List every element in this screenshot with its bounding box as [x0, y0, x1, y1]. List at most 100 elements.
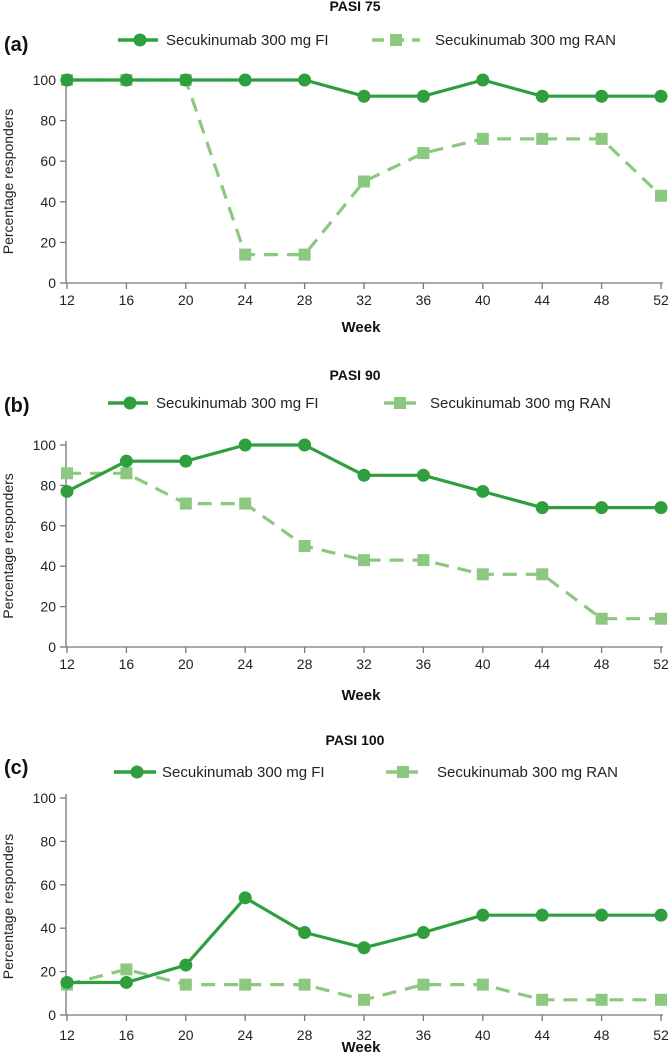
data-point: [595, 612, 608, 625]
data-point: [476, 568, 489, 581]
x-tick-label: 24: [237, 292, 253, 308]
data-point: [60, 975, 74, 989]
data-point: [120, 467, 133, 480]
data-point: [238, 73, 252, 87]
y-tick-label: 0: [48, 1007, 56, 1023]
data-point: [179, 958, 193, 972]
y-tick-label: 60: [40, 518, 56, 534]
legend-marker-ran: [397, 766, 409, 778]
data-point: [239, 248, 252, 261]
data-point: [357, 468, 371, 482]
legend: Secukinumab 300 mg FI Secukinumab 300 mg …: [108, 395, 611, 412]
data-point: [119, 975, 133, 989]
data-point: [61, 467, 73, 480]
data-point: [60, 484, 74, 498]
data-point: [536, 993, 549, 1006]
y-tick-label: 40: [40, 194, 56, 210]
y-tick-label: 20: [40, 234, 56, 250]
x-axis-title: Week: [342, 1039, 382, 1056]
chart-title: PASI 100: [326, 732, 385, 748]
data-point: [179, 497, 192, 510]
data-point: [654, 908, 668, 922]
data-point: [595, 993, 608, 1006]
data-point: [298, 540, 311, 552]
y-tick-label: 80: [40, 477, 56, 493]
legend-marker-fi: [130, 765, 144, 779]
data-point: [476, 908, 490, 922]
y-axis-title: Percentage responders: [0, 834, 16, 980]
legend-marker-fi: [123, 396, 137, 410]
legend-label-ran: Secukinumab 300 mg RAN: [437, 764, 618, 781]
y-tick-label: 80: [40, 113, 56, 129]
x-tick-label: 40: [475, 656, 491, 672]
data-point: [358, 175, 370, 188]
legend-label-ran: Secukinumab 300 mg RAN: [435, 32, 616, 49]
x-tick-label: 28: [297, 292, 313, 308]
y-axis-title: Percentage responders: [0, 473, 16, 619]
series-ran: [61, 963, 667, 1006]
y-tick-label: 20: [40, 964, 56, 980]
data-point: [654, 501, 668, 515]
x-tick-label: 40: [475, 1027, 491, 1043]
x-tick-label: 12: [59, 292, 75, 308]
data-point: [536, 132, 549, 145]
x-tick-label: 52: [653, 292, 669, 308]
legend-label-ran: Secukinumab 300 mg RAN: [430, 395, 611, 412]
data-point: [298, 926, 312, 940]
series-line: [67, 896, 661, 985]
x-tick-label: 16: [119, 292, 135, 308]
x-tick-label: 32: [356, 656, 372, 672]
x-tick-label: 32: [356, 292, 372, 308]
x-axis-title: Week: [342, 687, 382, 704]
data-point: [536, 568, 549, 581]
y-tick-label: 0: [48, 639, 56, 655]
panel-label: (a): [4, 34, 28, 56]
y-tick-label: 20: [40, 599, 56, 615]
data-point: [535, 908, 549, 922]
x-tick-label: 28: [297, 1027, 313, 1043]
data-point: [655, 612, 667, 625]
x-tick-label: 44: [534, 292, 550, 308]
data-point: [476, 73, 490, 87]
data-point: [595, 132, 608, 145]
y-tick-label: 40: [40, 558, 56, 574]
legend-label-fi: Secukinumab 300 mg FI: [156, 395, 319, 412]
legend: Secukinumab 300 mg FI Secukinumab 300 mg …: [118, 32, 616, 49]
x-tick-label: 44: [534, 656, 550, 672]
x-tick-label: 12: [59, 1027, 75, 1043]
x-tick-label: 12: [59, 656, 75, 672]
x-tick-label: 16: [119, 1027, 135, 1043]
data-point: [298, 438, 312, 452]
chart-title: PASI 75: [329, 0, 380, 14]
x-tick-label: 28: [297, 656, 313, 672]
data-point: [655, 993, 667, 1006]
data-point: [358, 993, 370, 1006]
series-fi: [60, 73, 668, 103]
x-tick-label: 48: [594, 292, 610, 308]
series-ran: [61, 467, 667, 625]
data-point: [654, 89, 668, 103]
chart-panel-1: PASI 75 (a) Secukinumab 300 mg FI Secukinum…: [0, 0, 669, 336]
panel-label: (c): [4, 757, 28, 779]
x-tick-label: 20: [178, 292, 194, 308]
data-point: [476, 132, 489, 145]
x-tick-label: 20: [178, 656, 194, 672]
legend-label-fi: Secukinumab 300 mg FI: [162, 764, 325, 781]
data-point: [298, 248, 311, 261]
data-point: [417, 147, 430, 160]
series-line: [67, 78, 663, 257]
data-point: [238, 891, 252, 905]
data-point: [416, 89, 430, 103]
data-point: [595, 89, 609, 103]
x-axis-title: Week: [342, 319, 382, 336]
series-fi: [60, 438, 668, 515]
y-tick-label: 40: [40, 920, 56, 936]
x-tick-label: 20: [178, 1027, 194, 1043]
x-tick-label: 16: [119, 656, 135, 672]
y-tick-label: 100: [33, 437, 57, 453]
data-point: [298, 73, 312, 87]
y-tick-label: 60: [40, 877, 56, 893]
legend-marker-ran: [390, 34, 402, 46]
legend: Secukinumab 300 mg FI Secukinumab 300 mg …: [114, 764, 618, 781]
data-point: [298, 978, 311, 991]
